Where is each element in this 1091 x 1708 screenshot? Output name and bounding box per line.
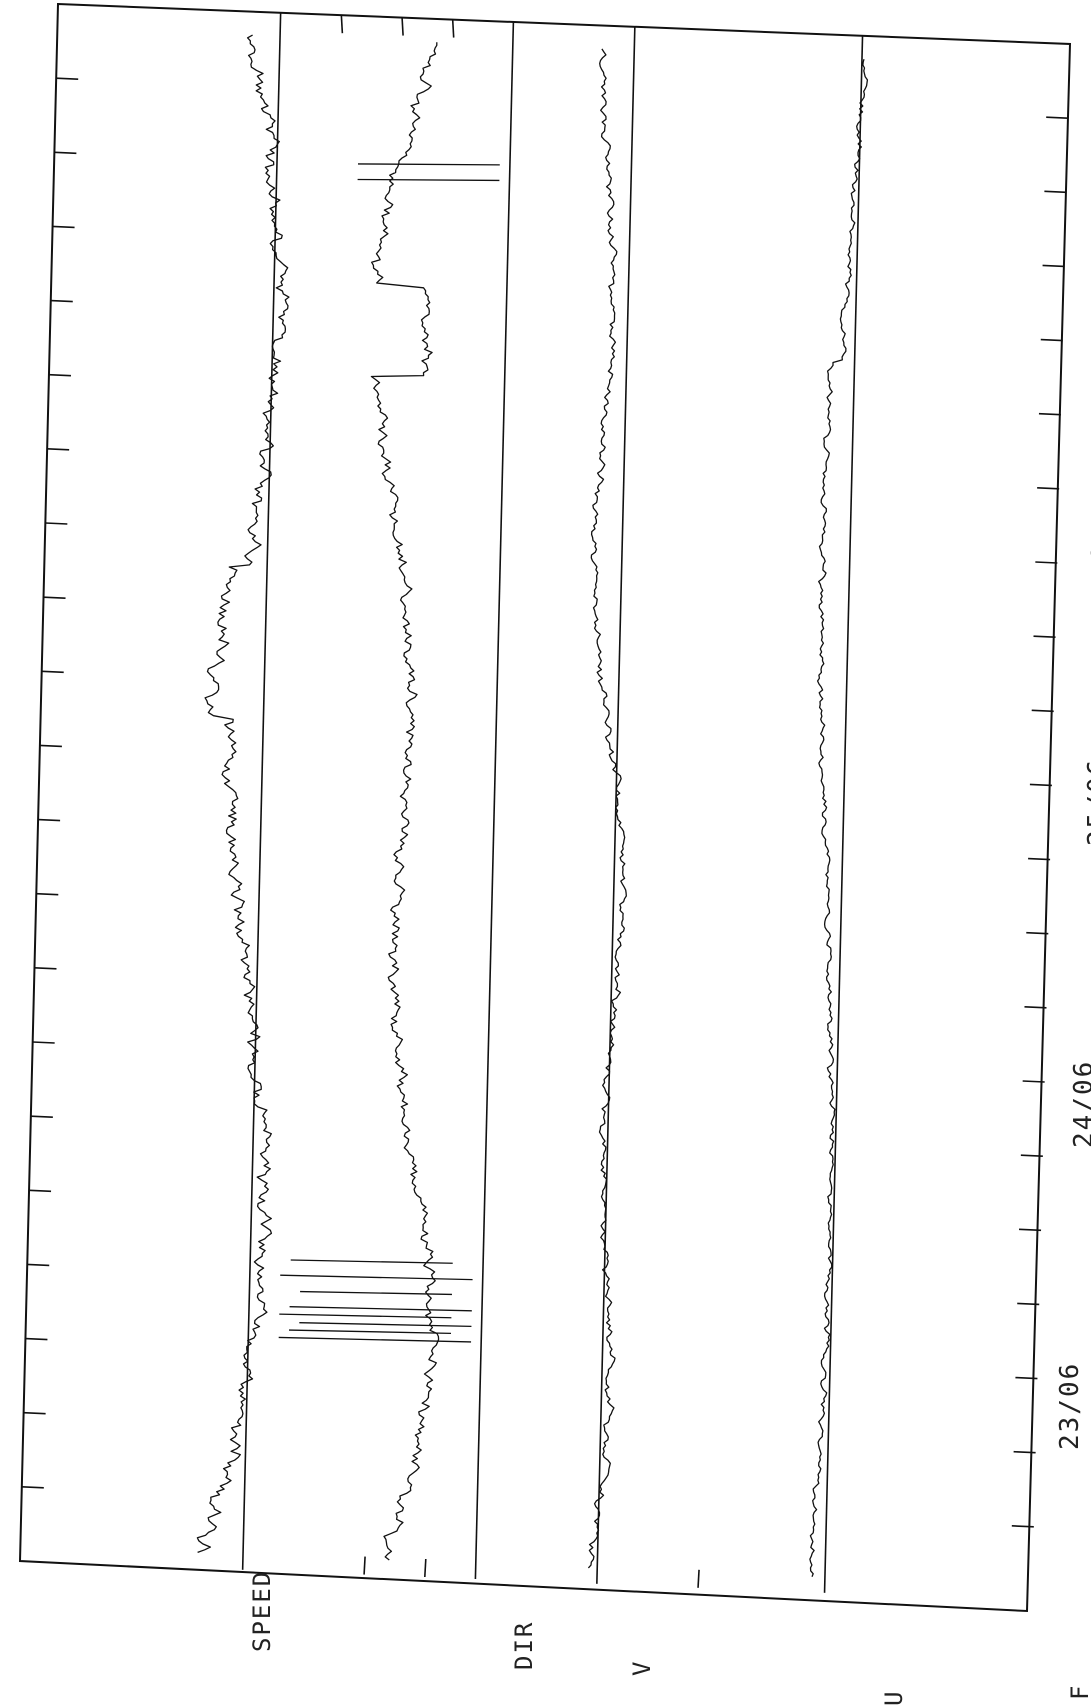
time-axis-tick-right [1022, 1080, 1045, 1083]
time-axis-tick-left [38, 818, 61, 822]
time-axis-tick-right [1035, 561, 1058, 564]
time-axis-tick-right [1019, 1228, 1042, 1232]
time-axis-tick-right [1038, 412, 1061, 416]
dir-wrap-spike [290, 1259, 453, 1264]
baseline-dir [474, 21, 515, 1580]
x-tick-label-24-06: 24/06 [1069, 1060, 1091, 1148]
series-line-u [809, 59, 869, 1577]
time-axis-tick-left [48, 373, 71, 377]
baseline-u [823, 35, 864, 1593]
time-axis-tick-left [34, 967, 57, 970]
time-axis-tick-left [30, 1115, 53, 1118]
time-axis-tick-left [50, 299, 73, 303]
time-axis-tick-left [32, 1041, 55, 1044]
time-axis-tick-left [39, 744, 62, 748]
time-axis-tick-right [1029, 783, 1052, 787]
dir-wrap-spike [299, 1322, 472, 1328]
time-axis-tick-right [1033, 635, 1056, 638]
baseline-speed [241, 12, 282, 1570]
time-axis-tick-right [1042, 264, 1065, 268]
time-axis-tick-left [29, 1189, 52, 1193]
dir-wrap-spike [278, 1336, 472, 1343]
panel-edge-mark [363, 1556, 366, 1575]
panel-edge-mark [697, 1569, 700, 1588]
plot-frame [18, 2, 1072, 1613]
panel-edge-mark [401, 17, 404, 36]
panel-label-v: V [628, 1660, 656, 1676]
time-axis-tick-left [21, 1486, 44, 1489]
time-axis-tick-right [1040, 338, 1063, 342]
time-axis-tick-left [36, 892, 59, 896]
time-axis-tick-right [1013, 1450, 1036, 1454]
x-tick-label-25-06: 25/06 [1083, 758, 1091, 846]
time-axis-tick-right [1046, 116, 1069, 119]
time-axis-tick-left [45, 522, 68, 525]
time-axis-tick-left [54, 151, 77, 155]
panel-label-speed: SPEED [248, 1570, 276, 1652]
dir-wrap-spike [300, 1290, 452, 1296]
time-axis-tick-right [1044, 190, 1067, 194]
time-axis-tick-left [43, 596, 66, 599]
time-axis-tick-right [1024, 1006, 1047, 1009]
time-axis-tick-left [56, 77, 79, 80]
x-tick-label-truncated: 25 [1087, 525, 1091, 560]
time-axis-tick-left [23, 1411, 46, 1415]
panel-label-dir: DIR [510, 1621, 538, 1670]
x-tick-label-23-06: 23/06 [1055, 1362, 1085, 1450]
dir-wrap-spike [289, 1306, 472, 1312]
time-axis-tick-left [47, 448, 70, 451]
time-axis-tick-left [41, 670, 64, 674]
time-axis-tick-left [27, 1263, 50, 1267]
dir-wrap-spike [357, 163, 500, 166]
time-axis-tick-right [1026, 931, 1049, 935]
time-axis-tick-right [1015, 1376, 1038, 1380]
series-line-speed [196, 34, 290, 1554]
series-line-dir [370, 42, 440, 1561]
time-axis-tick-right [1017, 1302, 1040, 1306]
panel-edge-mark [451, 19, 455, 38]
time-axis-tick-right [1011, 1525, 1034, 1528]
time-axis-tick-right [1037, 487, 1060, 490]
time-axis-tick-left [25, 1337, 48, 1341]
panel-edge-mark [424, 1558, 427, 1578]
corner-mark: F [1066, 1684, 1091, 1700]
baseline-v [596, 26, 636, 1584]
time-axis-tick-left [52, 225, 75, 229]
time-axis-tick-right [1031, 709, 1054, 713]
dir-wrap-spike [357, 178, 500, 182]
time-axis-tick-right [1028, 857, 1051, 861]
dir-wrap-spike [279, 1313, 452, 1319]
panel-label-u: U [880, 1690, 908, 1706]
panel-edge-mark [340, 15, 344, 34]
dir-wrap-spike [288, 1329, 452, 1335]
dir-wrap-spike [280, 1274, 473, 1281]
series-line-v [587, 48, 627, 1569]
time-axis-tick-right [1020, 1154, 1043, 1157]
